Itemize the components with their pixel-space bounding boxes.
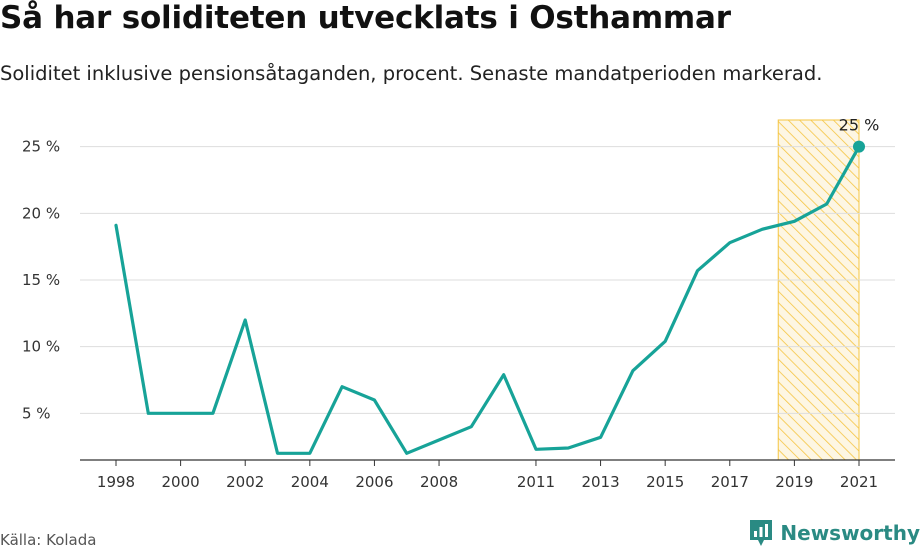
x-tick-label: 2019 (775, 473, 813, 491)
brand-logo: Newsworthy (748, 518, 920, 548)
highlight-band (777, 119, 860, 461)
x-tick-label: 2004 (291, 473, 329, 491)
brand-name: Newsworthy (780, 521, 920, 545)
end-point-marker (853, 140, 865, 153)
y-tick-label: 25 % (22, 138, 60, 156)
chart-subtitle: Soliditet inklusive pensionsåtaganden, p… (0, 62, 823, 85)
y-tick-label: 10 % (22, 338, 60, 356)
x-tick-label: 2002 (226, 473, 264, 491)
x-tick-label: 2021 (840, 473, 878, 491)
x-tick-label: 2013 (581, 473, 619, 491)
source-note: Källa: Kolada (0, 531, 97, 549)
x-tick-label: 2011 (517, 473, 555, 491)
series-line (114, 145, 861, 455)
x-tick-label: 2000 (162, 473, 200, 491)
x-tick-label: 2017 (711, 473, 749, 491)
x-tick-label: 2015 (646, 473, 684, 491)
x-tick-label: 1998 (97, 473, 135, 491)
y-tick-label: 20 % (22, 204, 60, 222)
newsworthy-logo-icon (750, 520, 773, 546)
y-tick-label: 5 % (22, 404, 51, 422)
x-tick-label: 2008 (420, 473, 458, 491)
chart-title: Så har soliditeten utvecklats i Osthamma… (0, 0, 731, 36)
y-tick-label: 15 % (22, 271, 60, 289)
x-tick-label: 2006 (355, 473, 393, 491)
end-value-label: 25 % (839, 116, 880, 135)
